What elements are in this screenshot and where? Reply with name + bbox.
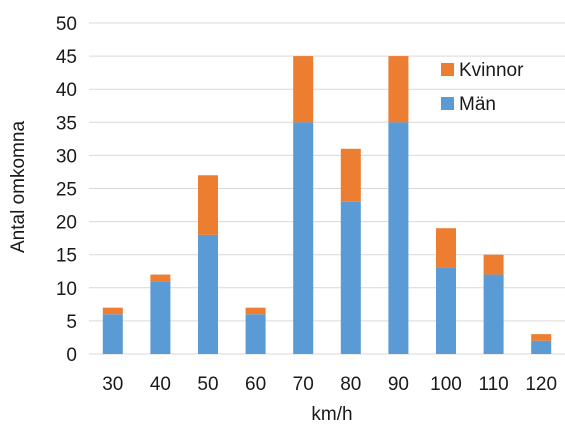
bar-segment-män: [245, 314, 266, 354]
bar-segment-kvinnor: [388, 56, 409, 123]
bar-segment-kvinnor: [483, 254, 504, 275]
x-tick-label: 40: [150, 374, 171, 395]
bar-segment-kvinnor: [340, 148, 361, 202]
x-tick-label: 100: [430, 374, 462, 395]
bar-segment-män: [388, 122, 409, 354]
x-tick-label: 30: [102, 374, 123, 395]
x-tick-labels: 30 40 50 60 70 80 90 100 110 120: [102, 374, 557, 395]
legend: Kvinnor Män: [441, 60, 524, 115]
bar-segment-män: [436, 267, 456, 354]
y-tick-label: 0: [66, 345, 77, 366]
x-tick-label: 60: [245, 374, 266, 395]
y-tick-label: 20: [56, 213, 77, 234]
bar-segment-män: [198, 234, 218, 354]
y-tick-label: 15: [56, 246, 77, 267]
y-tick-label: 45: [56, 47, 77, 68]
x-tick-label: 50: [197, 374, 218, 395]
legend-label-män: Män: [459, 94, 496, 115]
bar-segment-kvinnor: [531, 334, 552, 341]
x-tick-label: 110: [478, 374, 508, 395]
y-tick-labels: 0 5 10 15 20 25 30 35 40 45 50: [56, 14, 77, 366]
x-tick-label: 70: [293, 374, 314, 395]
bars: [102, 56, 552, 354]
legend-swatch-män: [441, 97, 454, 110]
bar-segment-kvinnor: [150, 274, 171, 282]
x-tick-label: 80: [340, 374, 361, 395]
bar-segment-kvinnor: [102, 307, 123, 315]
bar-segment-män: [483, 274, 504, 354]
x-tick-label: 90: [388, 374, 409, 395]
legend-swatch-kvinnor: [441, 63, 454, 76]
y-tick-label: 35: [56, 113, 77, 134]
bar-segment-män: [340, 201, 361, 354]
bar-segment-män: [531, 340, 552, 354]
bar-segment-kvinnor: [436, 228, 456, 268]
y-tick-label: 5: [66, 312, 77, 333]
bar-segment-kvinnor: [198, 175, 218, 235]
y-tick-label: 10: [56, 279, 77, 300]
bar-segment-kvinnor: [293, 56, 314, 123]
bar-segment-män: [293, 122, 314, 354]
y-tick-label: 25: [56, 180, 77, 201]
y-axis-title: Antal omkomna: [8, 121, 29, 253]
bar-segment-män: [150, 281, 171, 354]
bar-segment-män: [102, 314, 123, 354]
x-axis-title: km/h: [311, 404, 352, 425]
bar-segment-kvinnor: [245, 307, 266, 315]
y-tick-label: 30: [56, 146, 77, 167]
y-tick-label: 50: [56, 14, 77, 35]
legend-label-kvinnor: Kvinnor: [459, 60, 524, 81]
x-tick-label: 120: [525, 374, 557, 395]
y-tick-label: 40: [56, 80, 77, 101]
